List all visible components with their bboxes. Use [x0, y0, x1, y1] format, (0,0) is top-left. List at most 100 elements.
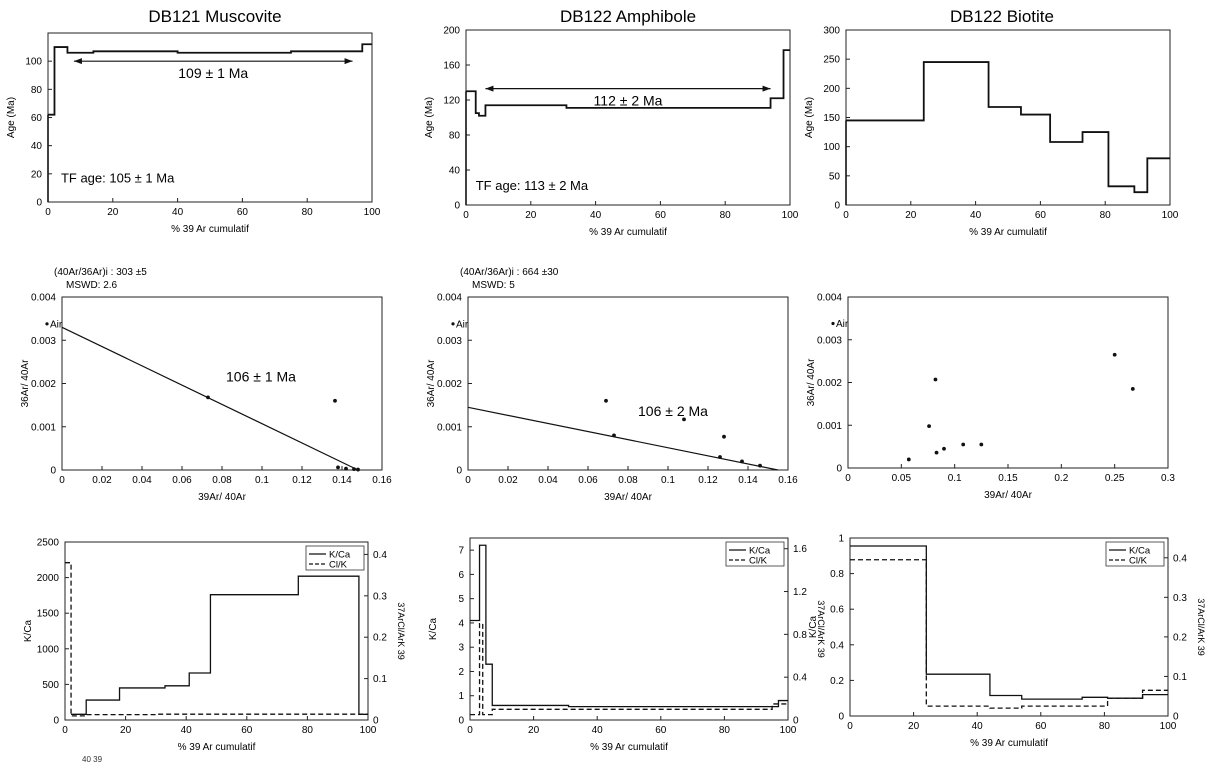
p3-y-axis-label: Age (Ma)	[804, 97, 815, 138]
p7-x-tick-label: 20	[120, 725, 132, 736]
p5-x-tick-label: 0.08	[618, 475, 638, 486]
p9-legend-label: Cl/K	[1129, 556, 1148, 567]
p6-data-point	[927, 424, 931, 429]
p4-y-tick-label: 0.003	[31, 336, 56, 347]
p6-data-point	[934, 450, 939, 455]
p1-x-tick-label: 60	[237, 207, 249, 218]
p3-age-spectrum	[846, 61, 1170, 194]
p7-y-tick-label: 1500	[37, 609, 60, 620]
p4-y-tick-label: 0.004	[31, 293, 56, 304]
p8-y-tick-label: 2	[458, 667, 464, 678]
p7-y-right-tick-label: 0.3	[373, 591, 387, 602]
p3-y-tick-label: 300	[823, 26, 840, 37]
p5-y-axis-label: 36Ar/ 40Ar	[426, 359, 437, 407]
p6-plot-frame	[847, 296, 1169, 469]
p7-y-tick-label: 1000	[37, 644, 60, 655]
p9-y-right-tick-label: 0	[1173, 712, 1179, 723]
p4-x-tick-label: 0.04	[132, 475, 152, 486]
p2-y-tick-label: 0	[454, 201, 460, 212]
p9-series-clk	[850, 559, 1168, 709]
p7-legend-label: Cl/K	[329, 560, 348, 571]
p6-x-tick-label: 0.15	[998, 473, 1018, 484]
p7-y-right-tick-label: 0.2	[373, 633, 387, 644]
p2-y-axis-label: Age (Ma)	[424, 97, 435, 138]
p1-x-tick-label: 100	[364, 207, 381, 218]
p5-data-point	[722, 434, 726, 439]
p2-plateau-arrow-left	[485, 85, 494, 92]
p7-legend-label: K/Ca	[329, 550, 351, 561]
p8-x-tick-label: 20	[528, 725, 540, 736]
p6-y-tick-label: 0.004	[817, 293, 842, 304]
p2-y-tick-label: 120	[443, 96, 460, 107]
p9-y-tick-label: 0.6	[830, 605, 844, 616]
p5-x-tick-label: 0.04	[538, 475, 558, 486]
p4-data-point	[352, 467, 356, 472]
p8-legend-label: K/Ca	[749, 546, 771, 557]
p8-y-right-axis-label: 37ArCl/ArK 39	[816, 600, 826, 658]
p9-x-tick-label: 40	[972, 721, 984, 732]
p2-tf-age-label: TF age: 113 ± 2 Ma	[476, 178, 589, 193]
p1-y-tick-label: 20	[31, 169, 43, 180]
p6-y-tick-label: 0	[836, 464, 842, 475]
p3-x-tick-label: 40	[970, 210, 982, 221]
p3-y-tick-label: 100	[823, 142, 840, 153]
p7-x-tick-label: 40	[181, 725, 193, 736]
p5-data-point	[758, 463, 762, 468]
p8-series-clk	[470, 622, 788, 716]
p9-x-tick-label: 20	[908, 721, 920, 732]
p4-y-tick-label: 0	[50, 466, 56, 477]
p1-plateau-arrow-left	[73, 58, 82, 65]
p8-x-axis-label: % 39 Ar cumulatif	[590, 742, 668, 753]
p4-x-tick-label: 0.14	[332, 475, 352, 486]
p8-x-tick-label: 0	[467, 725, 473, 736]
p7-y-right-tick-label: 0.1	[373, 674, 387, 685]
p9-y-axis-label: K/Ca	[808, 615, 819, 638]
title-db121-muscovite: DB121 Muscovite	[148, 7, 281, 26]
p4-x-axis-label: 39Ar/ 40Ar	[198, 492, 246, 503]
title-db122-biotite: DB122 Biotite	[950, 7, 1054, 26]
p1-y-tick-label: 100	[25, 57, 42, 68]
p1-y-axis-label: Age (Ma)	[6, 97, 17, 138]
p4-x-tick-label: 0.16	[372, 475, 392, 486]
p6-data-point	[933, 377, 938, 382]
p3-x-tick-label: 100	[1162, 210, 1179, 221]
p6-data-point	[942, 446, 946, 451]
p9-plot-frame	[849, 537, 1169, 717]
p8-legend-box	[725, 541, 785, 567]
p9-y-right-tick-label: 0.3	[1173, 593, 1187, 604]
p7-x-tick-label: 100	[360, 725, 377, 736]
p4-data-point	[356, 467, 360, 472]
p8-y-right-tick-label: 1.2	[793, 587, 807, 598]
p8-y-right-tick-label: 0.8	[793, 630, 807, 641]
p4-data-point	[206, 395, 210, 400]
p9-legend-label: K/Ca	[1129, 546, 1151, 557]
p5-y-tick-label: 0.004	[437, 293, 462, 304]
p2-y-tick-label: 80	[449, 131, 461, 142]
p5-x-tick-label: 0	[465, 475, 471, 486]
p8-legend-label: Cl/K	[749, 556, 768, 567]
p7-x-axis-label: % 39 Ar cumulatif	[178, 742, 256, 753]
p2-x-tick-label: 0	[463, 210, 469, 221]
p6-x-tick-label: 0.3	[1161, 473, 1175, 484]
p5-x-tick-label: 0.12	[698, 475, 718, 486]
p6-x-tick-label: 0	[845, 473, 851, 484]
p9-series-kca	[850, 545, 1168, 700]
p5-x-tick-label: 0.06	[578, 475, 598, 486]
p8-y-tick-label: 7	[458, 546, 464, 557]
p7-plot-frame	[64, 541, 369, 721]
p5-isochron-line	[467, 406, 779, 471]
p1-y-tick-label: 60	[31, 113, 43, 124]
p5-age-label: 106 ± 2 Ma	[638, 403, 708, 419]
p4-data-point	[336, 465, 340, 470]
p8-y-right-tick-label: 0.4	[793, 673, 807, 684]
p6-data-point	[961, 442, 966, 447]
p5-data-point	[682, 417, 686, 422]
p5-data-point	[740, 459, 744, 464]
p2-x-tick-label: 20	[525, 210, 537, 221]
p1-x-axis-label: % 39 Ar cumulatif	[171, 224, 249, 235]
p3-plot-frame	[845, 29, 1171, 206]
p8-y-tick-label: 3	[458, 643, 464, 654]
p1-tf-age-label: TF age: 105 ± 1 Ma	[61, 170, 175, 185]
p8-x-tick-label: 80	[719, 725, 731, 736]
